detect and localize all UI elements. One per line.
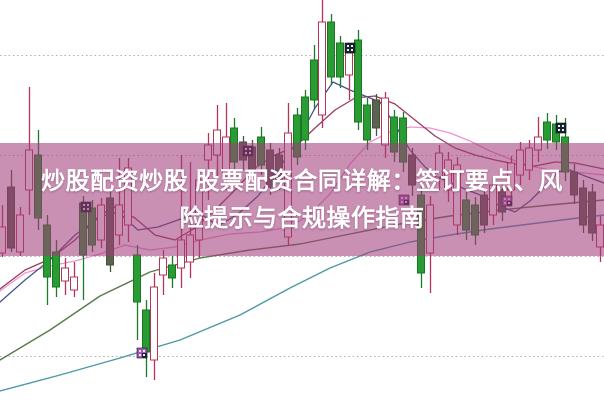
candle-body-r [150,286,158,361]
candle-body-g [142,309,150,353]
candle-body-r [159,257,167,276]
candle-body-g [543,121,551,141]
candle-body-g [327,21,335,78]
title-line-2: 险提示与合规操作指南 [179,204,425,232]
trade-marker-dot [143,354,145,356]
trade-marker-dark [555,122,567,134]
candle-body-g [52,251,60,288]
trade-marker-dot [347,45,349,47]
candle-body-r [345,52,353,76]
trade-marker-dot [351,45,353,47]
trade-marker-dot [143,350,145,352]
trade-marker-dot [347,49,349,51]
trade-marker-dot [562,125,564,127]
candle-body-g [301,96,309,141]
candle-body-g [168,264,176,279]
candle-body-r [61,267,69,282]
candle-body-g [363,104,371,141]
candle-body-g [336,42,344,78]
title-line-1: 炒股配资炒股 股票配资合同详解：签订要点、风 [41,167,563,195]
candle-body-r [381,97,389,146]
trade-marker-dot [139,350,141,352]
trade-marker-dark [344,42,356,54]
trade-marker-dot [562,129,564,131]
candle-body-d [372,99,380,129]
candle-body-r [318,21,326,116]
trade-marker-dot [351,49,353,51]
trade-marker-dot [558,129,560,131]
trade-marker-dot [139,354,141,356]
candle-body-r [70,276,78,291]
candle-body-g [133,254,141,303]
candle-body-g [310,59,318,101]
candle-body-g [354,39,362,123]
trade-marker-dot [558,125,560,127]
title-banner: 炒股配资炒股 股票配资合同详解：签订要点、风 险提示与合规操作指南 [0,143,604,256]
